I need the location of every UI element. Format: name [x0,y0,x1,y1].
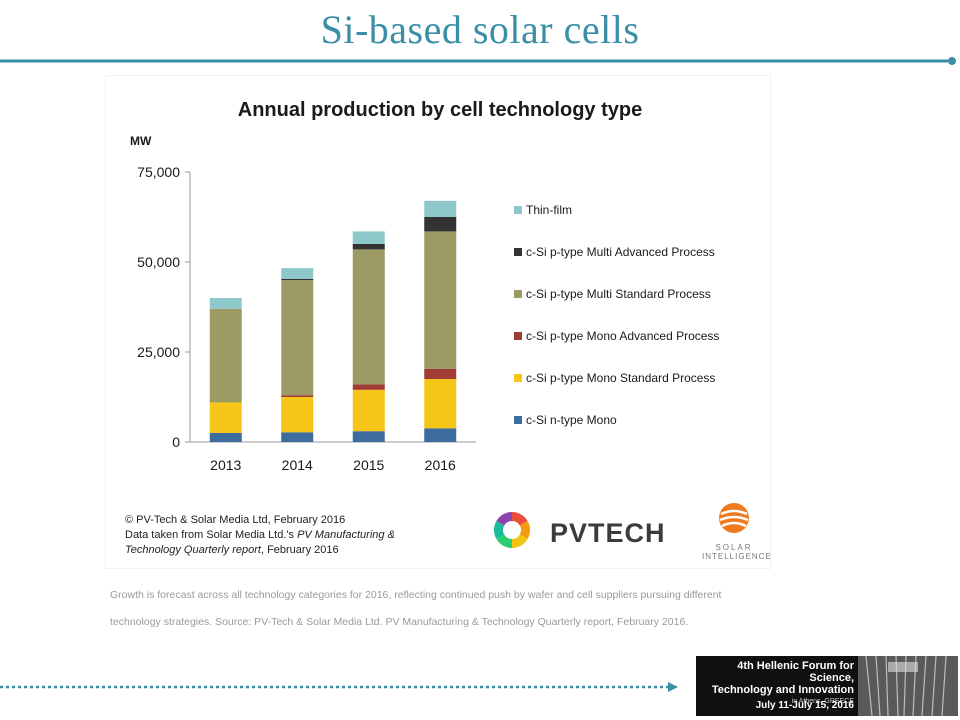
event-date: July 11-July 15, 2016 [755,700,854,711]
bar-segment-c-si-p-type-mono-advanced-process-2016 [424,368,457,379]
legend-label-c-si-p-type-mono-standard-process: c-Si p-type Mono Standard Process [526,371,715,385]
bar-segment-c-si-p-type-multi-advanced-process-2016 [424,217,457,232]
x-tick-label: 2016 [425,457,456,473]
y-tick-label: 25,000 [137,344,180,360]
bar-segment-c-si-n-type-mono-2013 [209,433,242,442]
y-tick-label: 50,000 [137,254,180,270]
y-tick-label: 75,000 [137,164,180,180]
legend-swatch-thin-film [514,206,522,214]
event-banner: 4th Hellenic Forum for Science, Technolo… [696,656,958,716]
bar-segment-thin-film-2014 [281,268,314,279]
top-rule [0,57,956,65]
credit-line-2: Data taken from Solar Media Ltd.'s PV Ma… [125,529,395,541]
legend-swatch-c-si-p-type-mono-standard-process [514,374,522,382]
figure-caption: Growth is forecast across all technology… [110,582,850,636]
event-line-2: Technology and Innovation [711,684,854,696]
legend-swatch-c-si-p-type-multi-advanced-process [514,248,522,256]
event-line-1: 4th Hellenic Forum for Science, [737,660,854,684]
slide-title: Si-based solar cells [320,7,640,52]
legend-label-c-si-n-type-mono: c-Si n-type Mono [526,413,617,427]
bottom-dotted-rule [0,682,678,692]
bar-segment-thin-film-2013 [209,298,242,309]
bar-segment-c-si-p-type-mono-advanced-process-2014 [281,395,314,397]
bar-segment-thin-film-2015 [352,231,385,244]
chart-title: Annual production by cell technology typ… [238,99,642,121]
x-tick-label: 2013 [210,457,241,473]
event-line-3: in Athens, GREECE [791,698,854,705]
legend-label-c-si-p-type-mono-advanced-process: c-Si p-type Mono Advanced Process [526,329,719,343]
caption-line-2: technology strategies. Source: PV-Tech &… [110,616,689,628]
legend-swatch-c-si-n-type-mono [514,416,522,424]
si-logo-line-1: SOLAR [715,543,753,552]
pvtech-logo-text: PVTECH [550,518,666,548]
bar-segment-c-si-p-type-multi-standard-process-2016 [424,231,457,369]
caption-line-1: Growth is forecast across all technology… [110,589,722,601]
chart-figure: Annual production by cell technology typ… [106,76,772,568]
x-tick-label: 2015 [353,457,384,473]
bar-segment-c-si-p-type-multi-advanced-process-2015 [352,244,385,250]
bar-segment-c-si-p-type-multi-standard-process-2015 [352,249,385,385]
bar-segment-c-si-p-type-multi-standard-process-2013 [209,308,242,403]
event-text: 4th Hellenic Forum for Science, Technolo… [700,660,854,708]
bar-segment-c-si-n-type-mono-2015 [352,431,385,442]
bar-segment-c-si-p-type-mono-standard-process-2013 [209,402,242,433]
bar-segment-c-si-p-type-mono-standard-process-2015 [352,389,385,432]
bar-segment-c-si-p-type-mono-standard-process-2016 [424,379,457,429]
legend-label-c-si-p-type-multi-standard-process: c-Si p-type Multi Standard Process [526,287,711,301]
legend-swatch-c-si-p-type-multi-standard-process [514,290,522,298]
bar-segment-c-si-n-type-mono-2016 [424,428,457,442]
event-photo-icon [858,656,958,716]
solar-intelligence-logo: SOLAR INTELLIGENCE [702,500,772,561]
bar-segment-c-si-p-type-multi-standard-process-2014 [281,280,314,396]
solar-intelligence-icon [719,503,749,533]
legend-swatch-c-si-p-type-mono-advanced-process [514,332,522,340]
pvtech-logo-icon [493,512,531,548]
y-tick-label: 0 [172,434,180,450]
bar-segment-c-si-p-type-mono-advanced-process-2015 [352,384,385,390]
bar-segment-c-si-p-type-mono-standard-process-2014 [281,397,314,433]
credit-line-1: © PV-Tech & Solar Media Ltd, February 20… [125,514,346,526]
bar-segment-c-si-p-type-multi-advanced-process-2014 [281,278,314,280]
bar-segment-thin-film-2016 [424,200,457,217]
chart-credit: © PV-Tech & Solar Media Ltd, February 20… [125,513,465,558]
y-axis-label: MW [130,134,152,148]
stacked-bar-chart: Annual production by cell technology typ… [130,99,719,473]
bar-segment-c-si-n-type-mono-2014 [281,432,314,442]
x-tick-label: 2014 [282,457,313,473]
legend-label-c-si-p-type-multi-advanced-process: c-Si p-type Multi Advanced Process [526,245,715,259]
si-logo-line-2: INTELLIGENCE [702,552,772,561]
legend-label-thin-film: Thin-film [526,203,572,217]
credit-line-3: Technology Quarterly report, February 20… [125,544,339,556]
